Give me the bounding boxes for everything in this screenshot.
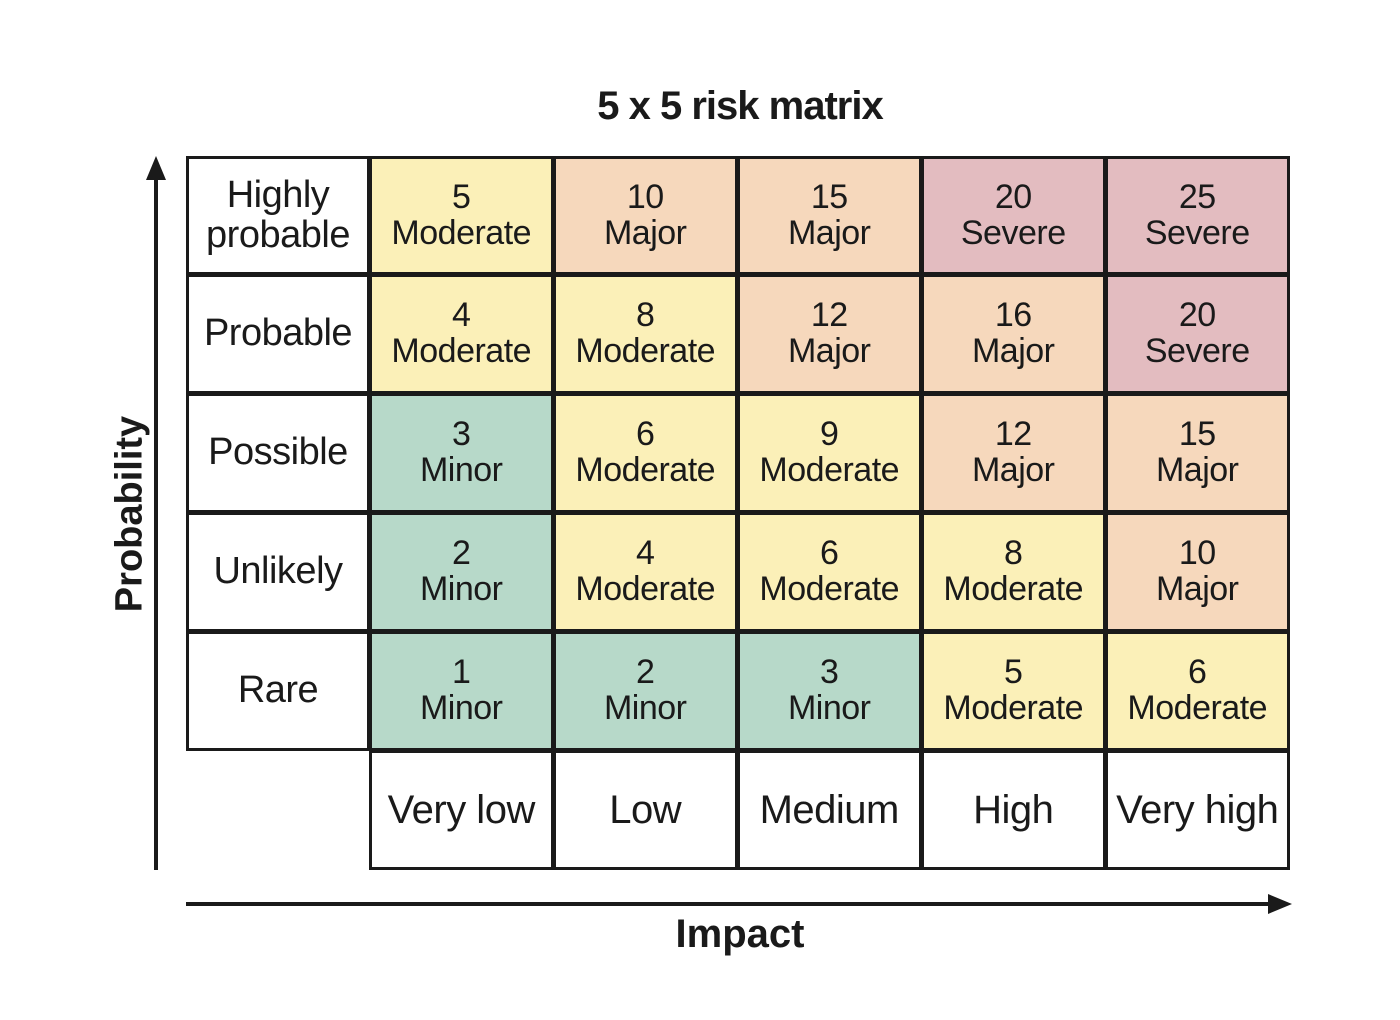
risk-level: Moderate — [575, 331, 716, 370]
risk-level: Severe — [1144, 213, 1250, 252]
risk-cell: 6 Moderate — [1104, 630, 1290, 751]
probability-label: Probable — [186, 273, 370, 394]
y-axis-arrow — [146, 156, 166, 870]
probability-label: Possible — [186, 392, 370, 513]
risk-score: 3 — [820, 653, 839, 692]
risk-level: Major — [1155, 450, 1239, 489]
risk-cell: 3 Minor — [736, 630, 922, 751]
risk-level: Moderate — [1127, 688, 1268, 727]
impact-label: Very low — [368, 749, 554, 870]
risk-cell: 6 Moderate — [736, 511, 922, 632]
risk-level: Moderate — [759, 450, 900, 489]
impact-label: Low — [552, 749, 738, 870]
risk-score: 5 — [1004, 653, 1023, 692]
risk-cell: 4 Moderate — [368, 273, 554, 394]
risk-score: 10 — [626, 177, 664, 216]
risk-score: 12 — [810, 296, 848, 335]
impact-label: Very high — [1104, 749, 1290, 870]
risk-cell: 9 Moderate — [736, 392, 922, 513]
risk-score: 3 — [452, 415, 471, 454]
risk-level: Severe — [960, 213, 1066, 252]
risk-cell: 4 Moderate — [552, 511, 738, 632]
risk-level: Major — [971, 450, 1055, 489]
probability-label: Highly probable — [186, 156, 370, 275]
risk-score: 2 — [452, 534, 471, 573]
risk-cell: 10 Major — [552, 156, 738, 275]
risk-level: Major — [1155, 569, 1239, 608]
risk-score: 15 — [810, 177, 848, 216]
risk-cell: 2 Minor — [552, 630, 738, 751]
risk-cell: 8 Moderate — [552, 273, 738, 394]
y-axis-label: Probability — [108, 415, 151, 613]
risk-level: Moderate — [575, 569, 716, 608]
risk-level: Minor — [419, 450, 503, 489]
risk-level: Minor — [787, 688, 871, 727]
x-axis-label: Impact — [675, 912, 805, 956]
risk-level: Moderate — [943, 569, 1084, 608]
probability-label: Rare — [186, 630, 370, 751]
risk-score: 6 — [820, 534, 839, 573]
risk-cell: 20 Severe — [1104, 273, 1290, 394]
risk-level: Major — [971, 331, 1055, 370]
risk-cell: 12 Major — [920, 392, 1106, 513]
risk-score: 1 — [452, 653, 471, 692]
risk-level: Moderate — [391, 213, 532, 252]
risk-matrix-grid: Highly probable 5 Moderate 10 Major 15 Major 20… — [186, 156, 1290, 870]
impact-label: Medium — [736, 749, 922, 870]
risk-level: Minor — [419, 569, 503, 608]
risk-cell: 5 Moderate — [920, 630, 1106, 751]
risk-level: Moderate — [575, 450, 716, 489]
risk-level: Severe — [1144, 331, 1250, 370]
risk-cell: 8 Moderate — [920, 511, 1106, 632]
risk-cell: 15 Major — [736, 156, 922, 275]
risk-score: 9 — [820, 415, 839, 454]
x-axis-arrow — [186, 894, 1292, 914]
risk-score: 8 — [1004, 534, 1023, 573]
risk-cell: 3 Minor — [368, 392, 554, 513]
risk-score: 4 — [636, 534, 655, 573]
risk-cell: 20 Severe — [920, 156, 1106, 275]
risk-cell: 6 Moderate — [552, 392, 738, 513]
risk-level: Moderate — [759, 569, 900, 608]
risk-score: 12 — [994, 415, 1032, 454]
risk-score: 4 — [452, 296, 471, 335]
probability-label: Unlikely — [186, 511, 370, 632]
risk-score: 15 — [1178, 415, 1216, 454]
risk-level: Major — [603, 213, 687, 252]
risk-cell: 5 Moderate — [368, 156, 554, 275]
risk-score: 16 — [994, 296, 1032, 335]
risk-level: Major — [787, 331, 871, 370]
risk-cell: 16 Major — [920, 273, 1106, 394]
risk-cell: 12 Major — [736, 273, 922, 394]
risk-cell: 15 Major — [1104, 392, 1290, 513]
risk-score: 10 — [1178, 534, 1216, 573]
diagram-title: 5 x 5 risk matrix — [597, 84, 883, 128]
empty-corner — [186, 751, 370, 870]
risk-score: 20 — [1178, 296, 1216, 335]
risk-score: 25 — [1178, 177, 1216, 216]
risk-score: 20 — [994, 177, 1032, 216]
risk-cell: 1 Minor — [368, 630, 554, 751]
risk-score: 6 — [636, 415, 655, 454]
risk-score: 6 — [1188, 653, 1207, 692]
risk-cell: 10 Major — [1104, 511, 1290, 632]
risk-level: Minor — [603, 688, 687, 727]
risk-level: Moderate — [391, 331, 532, 370]
risk-cell: 25 Severe — [1104, 156, 1290, 275]
risk-score: 8 — [636, 296, 655, 335]
impact-label: High — [920, 749, 1106, 870]
risk-level: Major — [787, 213, 871, 252]
risk-score: 2 — [636, 653, 655, 692]
risk-level: Minor — [419, 688, 503, 727]
risk-score: 5 — [452, 177, 471, 216]
risk-level: Moderate — [943, 688, 1084, 727]
risk-cell: 2 Minor — [368, 511, 554, 632]
